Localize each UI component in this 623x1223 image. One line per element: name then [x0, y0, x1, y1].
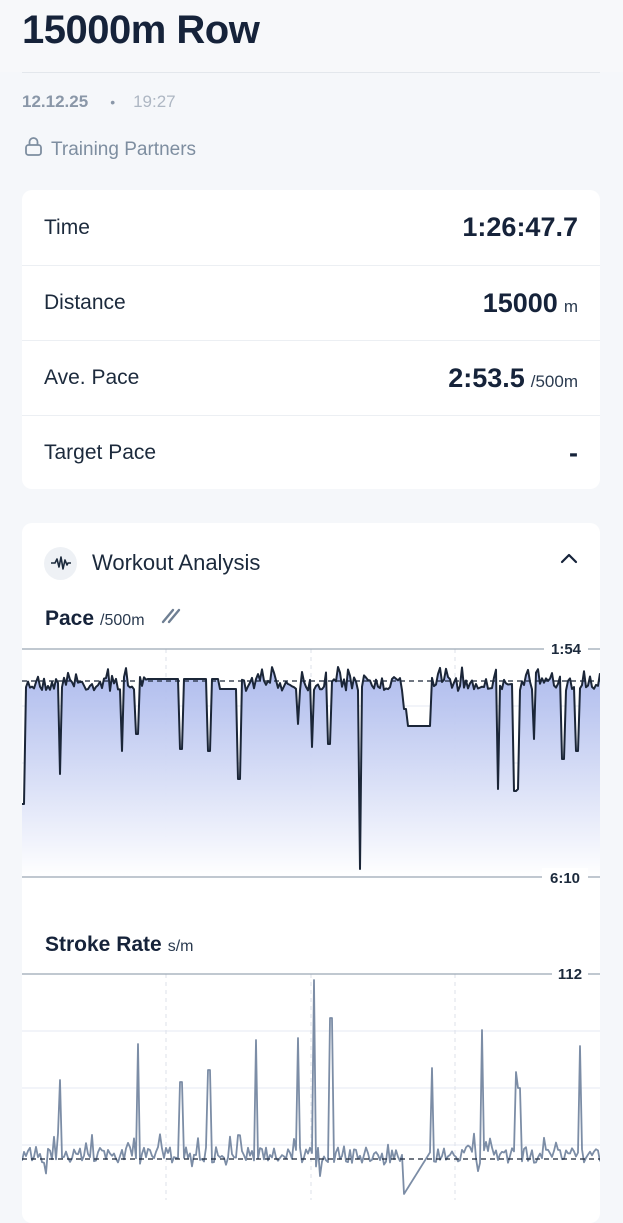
- stat-label: Ave. Pace: [44, 366, 140, 389]
- stat-unit: /500m: [530, 371, 578, 391]
- stroke-y-top-label: 112: [558, 966, 582, 983]
- stat-value: -: [569, 437, 578, 468]
- stat-row-distance: Distance 15000 m: [22, 265, 600, 340]
- pace-bottom-label-bg: [542, 868, 588, 887]
- workout-date: 12.12.25: [22, 92, 89, 111]
- workout-analysis-header[interactable]: Workout Analysis: [44, 545, 578, 581]
- stat-row-ave-pace: Ave. Pace 2:53.5 /500m: [22, 340, 600, 415]
- pace-chart-unit: /500m: [100, 612, 145, 629]
- stat-row-target-pace: Target Pace -: [22, 415, 600, 490]
- visibility-setting[interactable]: Training Partners: [24, 136, 196, 163]
- stroke-rate-chart-unit: s/m: [167, 938, 194, 955]
- stat-label: Distance: [44, 291, 126, 314]
- stat-unit: m: [563, 296, 578, 316]
- stat-value: 1:26:47.7: [462, 212, 578, 242]
- stat-label: Target Pace: [44, 441, 157, 464]
- meta-separator: •: [110, 94, 116, 110]
- workout-analysis-card: Workout Analysis Pace /500m 1:54 6:10 Str…: [22, 523, 600, 1223]
- workout-analysis-title: Workout Analysis: [92, 550, 261, 575]
- pace-chart: 1:54 6:10: [22, 639, 600, 887]
- waveform-icon: [44, 546, 77, 580]
- pace-y-bottom-label: 6:10: [550, 870, 580, 887]
- stat-value: 2:53.5: [448, 362, 525, 393]
- chevron-up-icon[interactable]: [560, 551, 578, 569]
- stat-row-time: Time 1:26:47.7: [22, 190, 600, 265]
- stat-value: 15000: [482, 287, 558, 318]
- page-title: 15000m Row: [22, 8, 260, 52]
- pace-y-top-label: 1:54: [551, 641, 582, 658]
- stats-card: Time 1:26:47.7 Distance 15000 m Ave. Pac…: [22, 190, 600, 489]
- edit-pencil-icon[interactable]: [161, 607, 183, 630]
- pace-area-fill: [22, 667, 600, 877]
- page-header: 15000m Row: [0, 0, 623, 72]
- pace-top-label-bg: [544, 639, 588, 658]
- stat-label: Time: [44, 215, 90, 239]
- pace-chart-title: Pace: [45, 607, 95, 630]
- stroke-rate-chart-label: Stroke Rate s/m: [45, 933, 194, 957]
- header-divider: [22, 72, 600, 73]
- stroke-rate-line: [22, 979, 600, 1195]
- stroke-top-label-bg: [552, 964, 588, 983]
- workout-meta: 12.12.25 • 19:27: [22, 92, 176, 112]
- stroke-rate-chart: 112: [22, 964, 600, 1200]
- pace-chart-label: Pace /500m: [45, 607, 183, 631]
- visibility-label: Training Partners: [51, 138, 197, 160]
- stroke-rate-chart-title: Stroke Rate: [45, 933, 162, 956]
- workout-time: 19:27: [133, 92, 176, 111]
- lock-icon: [24, 136, 51, 163]
